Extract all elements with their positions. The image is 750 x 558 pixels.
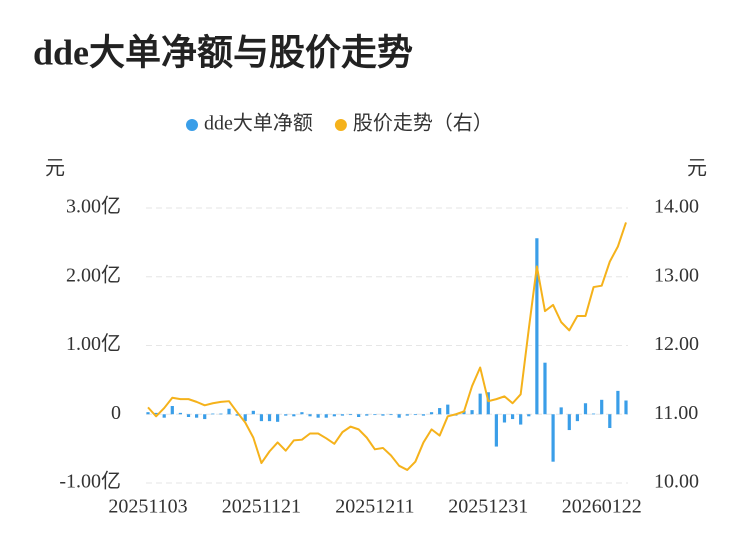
bar (178, 412, 183, 415)
bar (616, 390, 620, 415)
bar (381, 414, 385, 416)
y-tick-label: 1.00亿 (66, 332, 121, 355)
bar (219, 413, 223, 415)
y2-axis-label: 元 (687, 158, 707, 180)
y2-tick-label: 10.00 (654, 471, 699, 493)
bar (284, 414, 288, 416)
bar (162, 414, 166, 418)
chart-title: dde大单净额与股价走势 (33, 32, 413, 72)
bar (211, 413, 215, 415)
x-tick-label: 20251121 (222, 496, 301, 518)
y-tick-label: 0 (111, 402, 121, 424)
bar (170, 406, 174, 415)
bar (608, 414, 612, 428)
bar (551, 414, 555, 462)
legend-label: dde大单净额 (204, 112, 313, 135)
x-tick-label: 20260122 (562, 496, 642, 518)
bar (154, 412, 158, 415)
bar (365, 414, 369, 416)
y-tick-label: 3.00亿 (66, 195, 121, 218)
bar (195, 414, 199, 418)
bar (421, 414, 426, 416)
bar (543, 362, 547, 415)
bar (389, 414, 393, 416)
bar (340, 414, 345, 416)
bar (591, 413, 596, 415)
bar (527, 414, 531, 417)
price-line (147, 222, 627, 471)
bar (583, 403, 588, 415)
bar (478, 393, 482, 415)
bar (357, 414, 361, 417)
x-tick-label: 20251211 (335, 496, 414, 518)
bar (251, 410, 255, 415)
y2-tick-label: 13.00 (654, 264, 699, 286)
bar (235, 414, 239, 416)
y-tick-label: -1.00亿 (59, 470, 121, 493)
bar (203, 414, 207, 420)
legend-marker (186, 119, 198, 131)
bar (429, 412, 434, 415)
bar (324, 414, 328, 418)
bar (567, 414, 571, 431)
bar (535, 238, 539, 415)
bar (243, 414, 247, 422)
y2-tick-label: 11.00 (654, 402, 698, 424)
bar (559, 407, 563, 415)
bar (600, 399, 604, 415)
y-axis-label: 元 (45, 158, 65, 180)
bar (186, 414, 191, 417)
legend-marker (334, 119, 347, 131)
legend-label: 股价走势（右） (353, 112, 493, 135)
bar (267, 414, 272, 422)
bar (438, 408, 442, 415)
bar (470, 410, 474, 415)
y2-tick-label: 12.00 (654, 333, 699, 355)
bar (446, 404, 450, 415)
bar (494, 414, 498, 447)
bar (486, 392, 490, 415)
bar (373, 414, 377, 416)
bar (624, 400, 628, 415)
bar (308, 414, 312, 417)
bar (413, 414, 417, 416)
bar (397, 414, 401, 418)
bar (519, 414, 523, 425)
bar (405, 414, 409, 416)
bar (300, 412, 304, 415)
x-tick-label: 20251103 (108, 496, 187, 518)
bar (276, 414, 280, 422)
bar (316, 414, 320, 418)
bar (348, 414, 353, 416)
x-tick-label: 20251231 (448, 496, 528, 518)
bar (502, 414, 507, 423)
y-tick-label: 2.00亿 (66, 263, 121, 286)
bar (510, 414, 515, 420)
bar (259, 414, 264, 422)
y2-tick-label: 14.00 (654, 196, 699, 218)
bar (146, 412, 150, 415)
bar (292, 414, 296, 417)
bar (575, 414, 579, 422)
bar (332, 414, 336, 417)
bar (227, 408, 231, 415)
